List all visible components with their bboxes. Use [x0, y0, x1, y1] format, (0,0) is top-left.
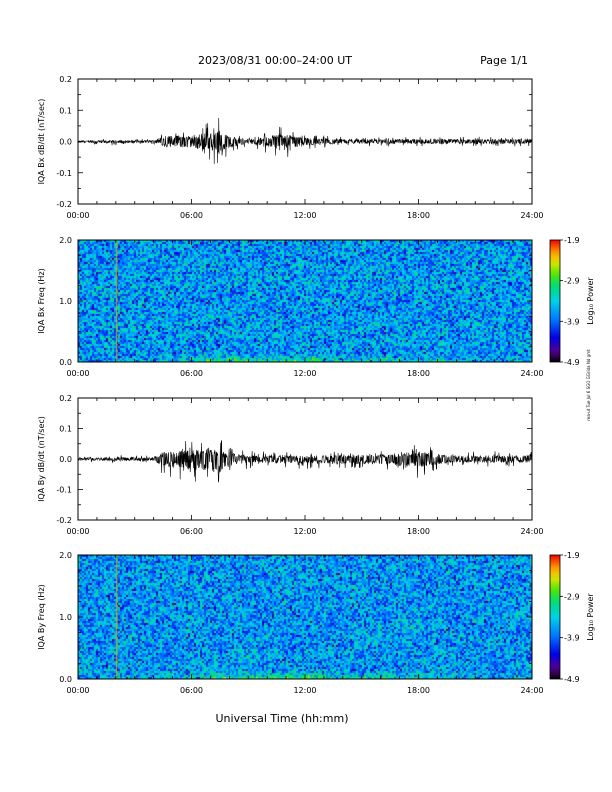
x-tick-label: 06:00	[180, 686, 203, 695]
plot-title: 2023/08/31 00:00–24:00 UT	[198, 54, 352, 67]
x-tick-label: 00:00	[66, 527, 89, 536]
colorbar	[549, 554, 561, 680]
colorbar-tick-label: -2.9	[564, 592, 580, 601]
y-tick-label: 0.0	[59, 138, 72, 147]
x-tick-label: 18:00	[407, 211, 430, 220]
data-trace	[77, 117, 533, 164]
colorbar-tick-label: -3.9	[564, 317, 580, 326]
y-axis-label: IQA By dB/dt (nT/sec)	[37, 416, 46, 502]
y-tick-label: 0.0	[59, 675, 72, 684]
x-tick-label: 24:00	[520, 369, 543, 378]
spectrogram-image	[78, 555, 532, 679]
y-tick-label: 0.0	[59, 455, 72, 464]
x-tick-label: 00:00	[66, 369, 89, 378]
y-tick-label: 0.2	[59, 394, 72, 403]
bx-spectrogram-panel: 00:00 06:00 12:00 18:00 24:00 2.0 1.0 0.0 IQA Bx…	[37, 236, 595, 378]
x-tick-label: 24:00	[520, 211, 543, 220]
colorbar-label: Log₁₀ Power	[586, 593, 595, 641]
colorbar-tick-label: -1.9	[564, 236, 580, 245]
x-tick-label: 18:00	[407, 527, 430, 536]
side-note: rea-ut Tue Jul 6 SGO GGrida Nd gmt	[586, 349, 591, 421]
colorbar	[549, 239, 561, 363]
colorbar-tick-label: -1.9	[564, 551, 580, 560]
colorbar-tick-label: -4.9	[564, 358, 580, 367]
by-dbdt-panel: 00:00 06:00 12:00 18:00 24:00 0.2 0.1 0.0 -0.1 -0…	[37, 394, 544, 536]
spectrogram-canvas	[78, 555, 532, 679]
by-spectrogram-panel: 00:00 06:00 12:00 18:00 24:00 2.0 1.0 0.0 IQA By…	[37, 551, 595, 695]
y-axis-label: IQA Bx Freq (Hz)	[37, 268, 46, 334]
y-tick-label: 2.0	[59, 236, 72, 245]
x-tick-label: 00:00	[66, 686, 89, 695]
data-trace	[77, 440, 533, 483]
page-indicator: Page 1/1	[480, 54, 528, 67]
x-tick-label: 12:00	[293, 369, 316, 378]
x-tick-label: 18:00	[407, 369, 430, 378]
x-tick-label: 18:00	[407, 686, 430, 695]
y-tick-label: -0.1	[56, 169, 72, 178]
y-tick-label: 2.0	[59, 551, 72, 560]
y-axis-label: IQA Bx dB/dt (nT/sec)	[37, 99, 46, 185]
x-tick-label: 24:00	[520, 527, 543, 536]
x-tick-label: 12:00	[293, 686, 316, 695]
colorbar-tick-label: -2.9	[564, 277, 580, 286]
spectrogram-image	[78, 240, 532, 362]
x-tick-label: 12:00	[293, 527, 316, 536]
y-tick-label: 0.2	[59, 75, 72, 84]
x-tick-label: 06:00	[180, 369, 203, 378]
bx-dbdt-panel: 00:00 06:00 12:00 18:00 24:00 0.2 0.1 0.0 -0.1 -0…	[37, 75, 544, 220]
x-tick-label: 00:00	[66, 211, 89, 220]
x-tick-label: 24:00	[520, 686, 543, 695]
y-tick-label: 0.0	[59, 358, 72, 367]
y-tick-label: 1.0	[59, 297, 72, 306]
y-tick-label: -0.1	[56, 486, 72, 495]
x-tick-label: 12:00	[293, 211, 316, 220]
x-axis-title: Universal Time (hh:mm)	[216, 712, 349, 725]
y-tick-label: -0.2	[56, 200, 72, 209]
y-tick-label: 0.1	[59, 425, 72, 434]
spectrogram-canvas	[78, 240, 532, 362]
y-axis-label: IQA By Freq (Hz)	[37, 584, 46, 650]
colorbar-tick-label: -3.9	[564, 634, 580, 643]
colorbar-label: Log₁₀ Power	[586, 277, 595, 325]
x-tick-label: 06:00	[180, 527, 203, 536]
y-tick-label: -0.2	[56, 516, 72, 525]
colorbar-tick-label: -4.9	[564, 675, 580, 684]
y-tick-label: 1.0	[59, 613, 72, 622]
y-tick-label: 0.1	[59, 106, 72, 115]
x-tick-label: 06:00	[180, 211, 203, 220]
